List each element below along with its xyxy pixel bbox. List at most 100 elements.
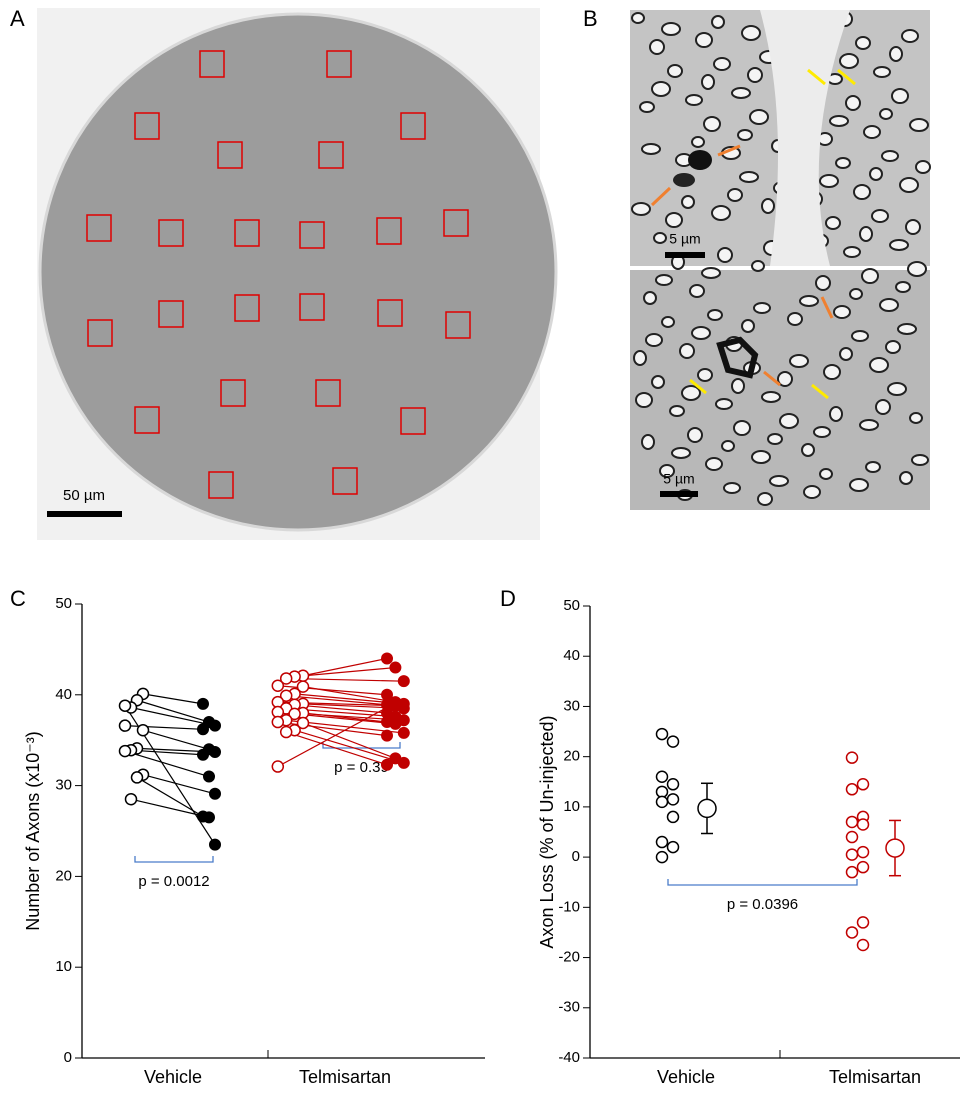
- axon: [734, 421, 750, 435]
- axon: [830, 116, 848, 126]
- axon: [632, 13, 644, 23]
- axon: [906, 220, 920, 234]
- before-point: [120, 700, 131, 711]
- axon: [718, 248, 732, 262]
- axon: [860, 420, 878, 430]
- axon: [788, 313, 802, 325]
- y-tick-label: -30: [558, 999, 580, 1016]
- y-tick-label: -40: [558, 1049, 580, 1066]
- point: [847, 927, 858, 938]
- axon: [762, 392, 780, 402]
- axon: [650, 40, 664, 54]
- axon: [850, 289, 862, 299]
- axon: [692, 327, 710, 339]
- after-point: [210, 839, 221, 850]
- degenerating-axon: [673, 173, 695, 187]
- panel-label: B: [583, 6, 598, 31]
- axon: [780, 414, 798, 428]
- after-point: [204, 771, 215, 782]
- axon: [770, 476, 788, 486]
- y-tick-label: 50: [55, 595, 72, 612]
- axon: [632, 203, 650, 215]
- axon: [820, 175, 838, 187]
- axon: [672, 448, 690, 458]
- axon: [790, 355, 808, 367]
- axon: [716, 399, 732, 409]
- axon: [706, 458, 722, 470]
- pair-line: [303, 658, 387, 675]
- axon: [752, 451, 770, 463]
- y-tick-label: 20: [55, 867, 72, 884]
- axon: [800, 296, 818, 306]
- point: [657, 837, 668, 848]
- axon: [834, 306, 850, 318]
- pair-line: [125, 726, 203, 730]
- scale-bar-label: 5 µm: [663, 471, 694, 487]
- before-point: [272, 680, 283, 691]
- axon: [686, 95, 702, 105]
- nerve-section: [40, 14, 556, 530]
- axon: [886, 341, 900, 353]
- after-point: [198, 724, 209, 735]
- scale-bar-label: 5 µm: [669, 231, 700, 247]
- bracket: [135, 856, 213, 862]
- y-tick-label: 40: [55, 686, 72, 703]
- axon: [662, 23, 680, 35]
- y-tick-label: 30: [563, 697, 580, 714]
- axon: [646, 334, 662, 346]
- axon: [854, 185, 870, 199]
- point: [668, 794, 679, 805]
- axon: [816, 276, 830, 290]
- y-tick-label: 0: [64, 1049, 72, 1066]
- before-point: [126, 794, 137, 805]
- y-tick-label: 30: [55, 777, 72, 794]
- after-point: [382, 730, 393, 741]
- axon: [852, 331, 868, 341]
- axon: [860, 227, 872, 241]
- axon: [644, 292, 656, 304]
- after-point: [398, 757, 409, 768]
- axon: [844, 247, 860, 257]
- axon: [634, 351, 646, 365]
- axon: [762, 199, 774, 213]
- axon: [728, 189, 742, 201]
- axon: [692, 137, 704, 147]
- before-point: [272, 717, 283, 728]
- point: [668, 811, 679, 822]
- before-point: [138, 725, 149, 736]
- axon: [696, 33, 712, 47]
- y-tick-label: 50: [563, 597, 580, 614]
- after-point: [390, 718, 401, 729]
- scale-bar: [665, 252, 705, 258]
- x-tick-label: Vehicle: [657, 1067, 715, 1087]
- axon: [840, 348, 852, 360]
- after-point: [210, 788, 221, 799]
- axon: [804, 486, 820, 498]
- bracket: [668, 879, 857, 885]
- axon: [652, 376, 664, 388]
- after-point: [382, 759, 393, 770]
- axon: [910, 413, 922, 423]
- axon: [712, 16, 724, 28]
- figure: 50 µm 5 µm 5 µm A B C D 01020304050Numbe…: [0, 0, 963, 1090]
- before-point: [120, 746, 131, 757]
- axon: [656, 275, 672, 285]
- axon: [874, 67, 890, 77]
- before-point: [132, 772, 143, 783]
- axon: [890, 47, 902, 61]
- axon: [708, 310, 722, 320]
- point: [657, 852, 668, 863]
- axon: [704, 117, 720, 131]
- point: [847, 752, 858, 763]
- axon: [742, 320, 754, 332]
- axon: [880, 109, 892, 119]
- after-point: [210, 747, 221, 758]
- axon: [642, 435, 654, 449]
- point: [668, 842, 679, 853]
- point: [847, 867, 858, 878]
- after-point: [210, 720, 221, 731]
- point: [858, 940, 869, 951]
- before-point: [281, 727, 292, 738]
- mean-point: [698, 799, 716, 817]
- pair-line: [143, 694, 203, 704]
